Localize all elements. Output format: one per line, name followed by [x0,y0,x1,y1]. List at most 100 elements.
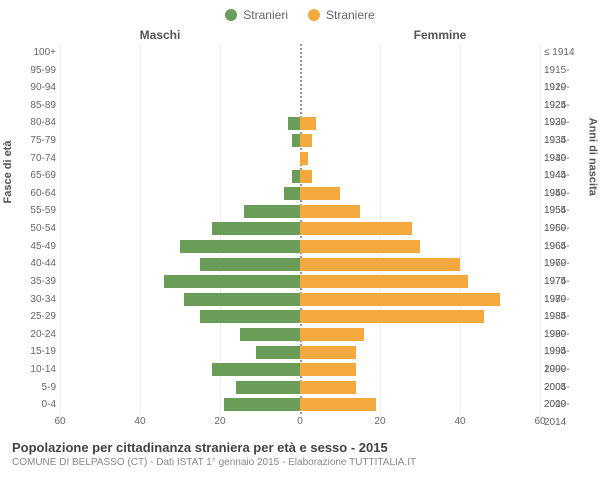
header-male: Maschi [60,28,300,42]
y-axis-title-left: Fasce di età [2,141,14,204]
birth-label: 1975-1979 [544,273,588,291]
birth-label: 1985-1989 [544,308,588,326]
bar-row-male [60,273,300,291]
bar-female [300,258,460,271]
x-tick: 0 [297,416,303,427]
age-label: 90-94 [12,79,56,97]
birth-label: 1950-1954 [544,185,588,203]
bar-row-male [60,361,300,379]
x-axis-ticks: 6040200204060 [60,416,540,430]
legend-item-male: Stranieri [225,8,288,22]
bar-row-female [300,220,540,238]
legend-label-female: Straniere [326,8,375,22]
x-tick: 40 [134,416,145,427]
birth-label: 1955-1959 [544,202,588,220]
legend-item-female: Straniere [308,8,375,22]
bar-male [292,134,300,147]
legend-label-male: Stranieri [243,8,288,22]
age-label: 50-54 [12,220,56,238]
birth-label: 1940-1944 [544,150,588,168]
birth-label: 1935-1939 [544,132,588,150]
bar-row-female [300,114,540,132]
bar-row-female [300,379,540,397]
chart-footer: Popolazione per cittadinanza straniera p… [12,440,588,468]
bar-row-male [60,220,300,238]
birth-label: 2005-2009 [544,379,588,397]
bar-male [212,363,300,376]
age-label: 55-59 [12,202,56,220]
bar-row-female [300,185,540,203]
bars-area [60,44,540,414]
bar-row-male [60,326,300,344]
bar-male [236,381,300,394]
bar-female [300,275,468,288]
birth-label: 1920-1924 [544,79,588,97]
age-label: 80-84 [12,114,56,132]
birth-label: 1990-1994 [544,326,588,344]
bar-row-female [300,326,540,344]
age-label: 85-89 [12,97,56,115]
age-label: 40-44 [12,255,56,273]
bar-female [300,381,356,394]
bar-row-male [60,44,300,62]
bar-female [300,222,412,235]
age-label: 70-74 [12,150,56,168]
header-female: Femmine [300,28,540,42]
birth-label: 1965-1969 [544,238,588,256]
bars-male [60,44,300,414]
bar-row-male [60,291,300,309]
age-label: 45-49 [12,238,56,256]
bar-row-male [60,185,300,203]
bar-row-female [300,44,540,62]
chart-body: Fasce di età 100+95-9990-9485-8980-8475-… [12,44,588,414]
bar-row-female [300,79,540,97]
x-axis: 6040200204060 [12,416,588,430]
bar-row-female [300,132,540,150]
birth-label: 1970-1974 [544,255,588,273]
bar-female [300,240,420,253]
bar-row-male [60,97,300,115]
bar-row-male [60,114,300,132]
bar-row-female [300,97,540,115]
birth-label: 1980-1984 [544,291,588,309]
bar-row-male [60,79,300,97]
bar-row-male [60,167,300,185]
bar-row-male [60,202,300,220]
age-label: 15-19 [12,343,56,361]
age-label: 95-99 [12,62,56,80]
bar-row-female [300,273,540,291]
age-label: 0-4 [12,396,56,414]
bar-female [300,328,364,341]
bar-row-female [300,361,540,379]
bar-male [224,398,300,411]
bars-female [300,44,540,414]
bar-row-female [300,308,540,326]
bar-male [256,346,300,359]
bar-male [284,187,300,200]
bar-row-male [60,132,300,150]
bar-row-female [300,396,540,414]
bar-female [300,205,360,218]
age-label: 10-14 [12,361,56,379]
bar-male [240,328,300,341]
age-label: 35-39 [12,273,56,291]
y-axis-left-labels: 100+95-9990-9485-8980-8475-7970-7465-696… [12,44,60,414]
bar-row-male [60,343,300,361]
bar-female [300,293,500,306]
bar-row-male [60,255,300,273]
x-tick: 20 [374,416,385,427]
bar-row-female [300,291,540,309]
bar-male [164,275,300,288]
bar-row-female [300,343,540,361]
bar-female [300,187,340,200]
bar-male [292,170,300,183]
bar-male [244,205,300,218]
birth-label: 1915-1919 [544,62,588,80]
age-label: 75-79 [12,132,56,150]
footer-title: Popolazione per cittadinanza straniera p… [12,440,588,455]
bar-row-male [60,238,300,256]
birth-label: 1925-1929 [544,97,588,115]
legend-swatch-female [308,9,320,21]
birth-label: 2010-2014 [544,396,588,414]
grid-line [540,44,541,414]
